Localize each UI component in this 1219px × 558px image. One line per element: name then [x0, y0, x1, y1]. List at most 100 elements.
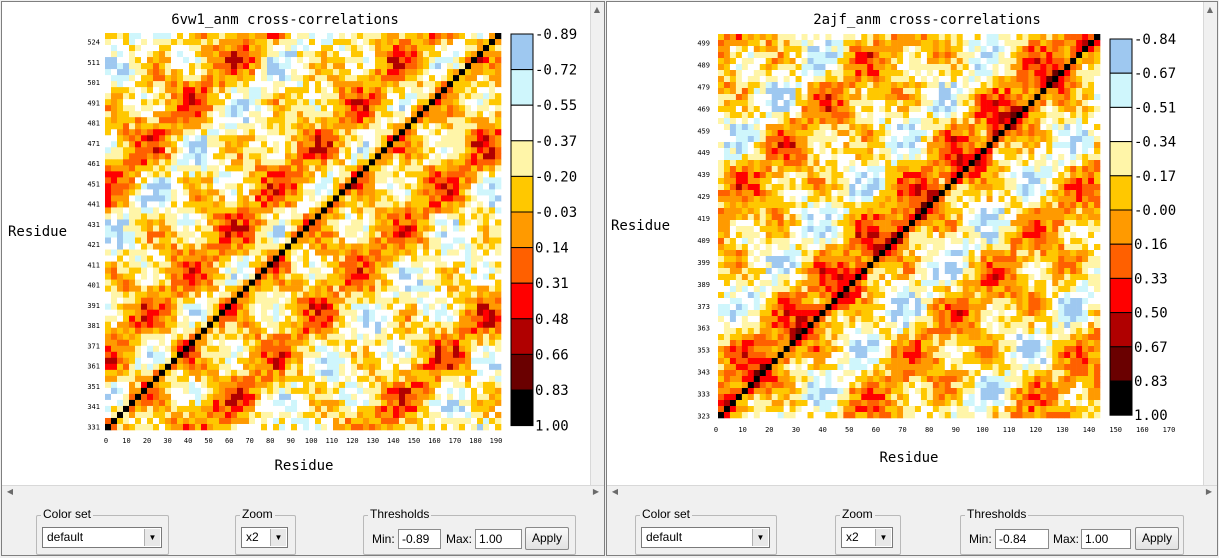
heatmap-cell — [159, 225, 166, 232]
heatmap-cell — [867, 34, 874, 41]
heatmap-cell — [255, 297, 262, 304]
heatmap-cell — [363, 339, 370, 347]
heatmap-cell — [447, 213, 454, 220]
heatmap-cell — [171, 57, 178, 64]
heatmap-cell — [393, 285, 400, 292]
heatmap-cell — [441, 423, 448, 431]
heatmap-cell — [429, 375, 436, 383]
heatmap-cell — [117, 369, 124, 377]
heatmap-cell — [159, 75, 166, 82]
heatmap-cell — [718, 82, 725, 89]
heatmap-cell — [135, 165, 142, 172]
scroll-up-arrow-icon[interactable]: ▲ — [593, 5, 601, 14]
heatmap-cell — [489, 303, 496, 310]
heatmap-cell — [207, 207, 214, 214]
horizontal-scrollbar[interactable]: ◀ ▶ — [2, 485, 604, 499]
heatmap-cell — [429, 393, 436, 401]
heatmap-cell — [495, 93, 502, 100]
heatmap-cell — [291, 177, 298, 184]
heatmap-cell — [195, 417, 202, 425]
heatmap-cell — [321, 165, 328, 172]
apply-button[interactable]: Apply — [525, 527, 569, 550]
heatmap-cell — [159, 201, 166, 208]
heatmap-cell — [213, 339, 220, 347]
heatmap-cell — [267, 279, 274, 286]
heatmap-cell — [111, 339, 118, 347]
color-set-select[interactable]: default ▼ — [42, 527, 162, 548]
heatmap-cell — [177, 141, 184, 148]
heatmap-cell — [291, 225, 298, 232]
heatmap-cell — [159, 291, 166, 298]
heatmap-cell — [183, 291, 190, 298]
heatmap-cell — [177, 87, 184, 94]
heatmap-cell — [123, 93, 130, 100]
heatmap-cell — [249, 207, 256, 214]
heatmap-cell — [447, 99, 454, 106]
heatmap-cell — [375, 117, 382, 124]
heatmap-cell — [291, 69, 298, 76]
heatmap-cell — [153, 213, 160, 220]
heatmap-cell — [123, 249, 130, 256]
heatmap-cell — [363, 315, 370, 323]
heatmap-cell — [219, 237, 226, 244]
heatmap-cell — [339, 159, 346, 166]
heatmap-cell — [1022, 58, 1029, 65]
heatmap-cell — [861, 58, 868, 65]
heatmap-cell — [459, 369, 466, 377]
heatmap-cell — [321, 261, 328, 268]
heatmap-cell — [423, 255, 430, 262]
heatmap-cell — [147, 411, 154, 419]
heatmap-cell — [195, 357, 202, 365]
heatmap-cell — [267, 39, 274, 46]
heatmap-cell — [195, 135, 202, 142]
heatmap-cell — [153, 321, 160, 329]
heatmap-cell — [435, 357, 442, 365]
heatmap-cell — [477, 69, 484, 76]
colorbar-label: 0.31 — [535, 276, 569, 292]
min-input[interactable]: -0.89 — [398, 529, 441, 549]
heatmap-cell — [189, 297, 196, 304]
heatmap-cell — [297, 141, 304, 148]
heatmap-cell — [195, 249, 202, 256]
heatmap-cell — [213, 159, 220, 166]
heatmap-cell — [267, 213, 274, 220]
heatmap-cell — [243, 75, 250, 82]
heatmap-cell — [189, 345, 196, 353]
max-input[interactable]: 1.00 — [475, 529, 522, 549]
heatmap-cell — [363, 39, 370, 46]
zoom-select[interactable]: x2 ▼ — [241, 527, 288, 548]
heatmap-cell — [375, 315, 382, 323]
heatmap-cell — [429, 405, 436, 413]
heatmap-cell — [789, 52, 796, 59]
heatmap-cell — [909, 34, 916, 41]
heatmap-cell — [381, 105, 388, 112]
heatmap-cell — [129, 291, 136, 298]
heatmap-cell — [471, 423, 478, 431]
heatmap-cell — [195, 369, 202, 377]
heatmap-cell — [201, 381, 208, 389]
heatmap-cell — [849, 46, 856, 53]
heatmap-cell — [411, 141, 418, 148]
heatmap-cell — [321, 411, 328, 419]
heatmap-cell — [759, 58, 767, 65]
heatmap-cell — [159, 351, 166, 359]
scroll-right-arrow-icon[interactable]: ▶ — [592, 487, 600, 496]
heatmap-cell — [435, 177, 442, 184]
heatmap-cell — [219, 81, 226, 88]
vertical-scrollbar[interactable]: ▲ — [590, 2, 604, 485]
scroll-left-arrow-icon[interactable]: ◀ — [6, 487, 14, 496]
heatmap-cell — [213, 75, 220, 82]
heatmap-cell — [165, 369, 172, 377]
heatmap-cell — [477, 93, 484, 100]
heatmap-cell — [255, 75, 262, 82]
heatmap-cell — [255, 375, 262, 383]
heatmap-cell — [1040, 64, 1047, 71]
chevron-down-icon[interactable]: ▼ — [144, 529, 160, 546]
heatmap-cell — [207, 399, 214, 407]
heatmap-cell — [483, 123, 490, 130]
heatmap-cell — [255, 147, 262, 154]
heatmap-cell — [327, 315, 334, 323]
heatmap-cell — [291, 279, 298, 286]
chevron-down-icon[interactable]: ▼ — [270, 529, 286, 546]
heatmap-cell — [351, 369, 358, 377]
